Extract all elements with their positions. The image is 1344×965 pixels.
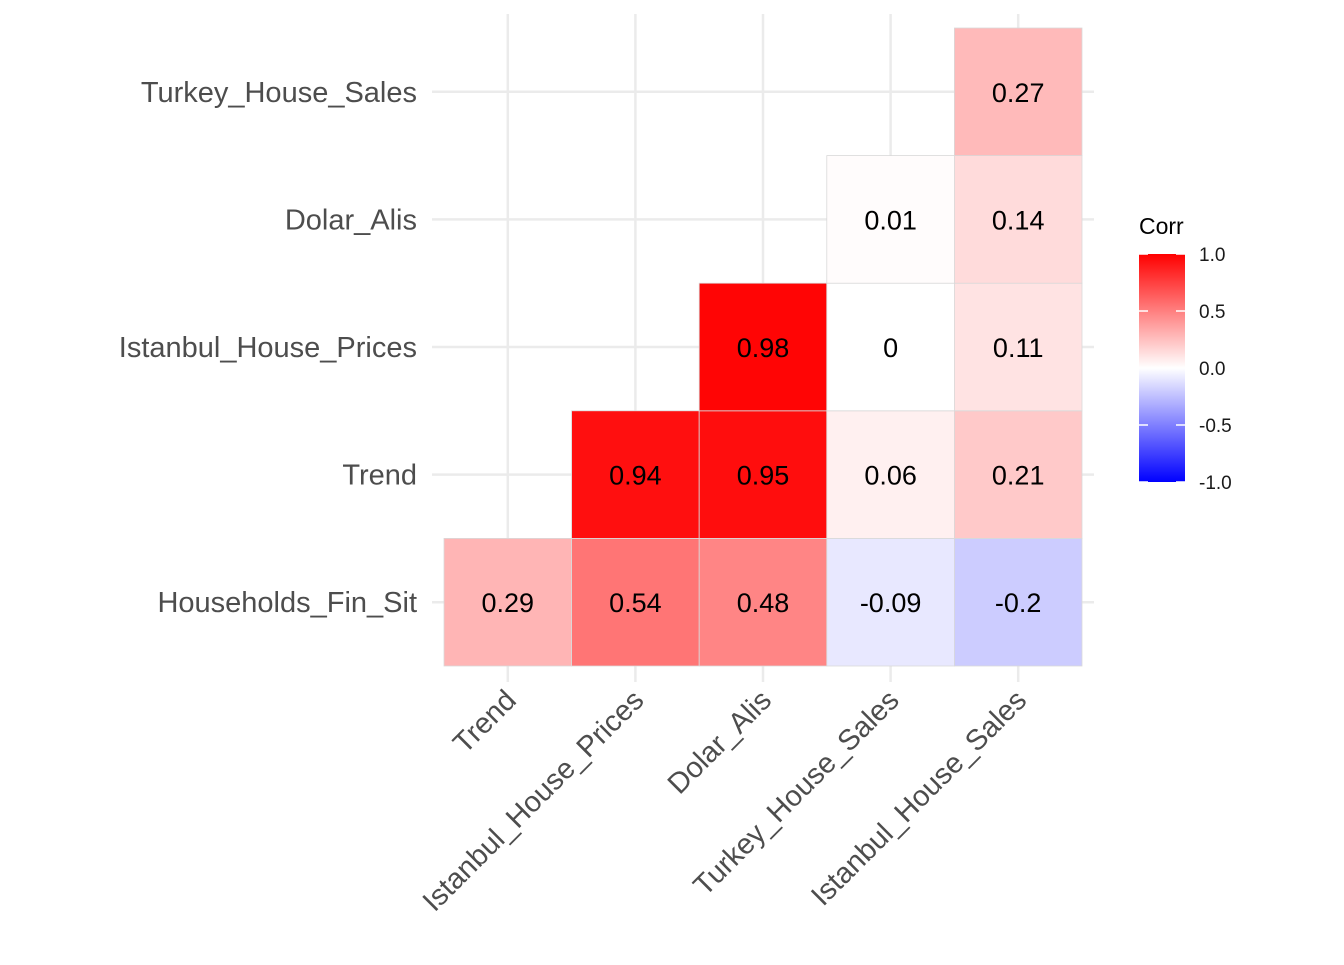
x-tick-label-dolar-alis: Dolar_Alis — [662, 684, 778, 800]
cell-value-label: 0.01 — [864, 205, 917, 235]
cell-value-label: 0 — [883, 333, 898, 363]
legend-tick-label: -1.0 — [1199, 473, 1232, 494]
y-tick-label-dolar-alis: Dolar_Alis — [285, 204, 417, 236]
cell-value-label: 0.54 — [609, 588, 662, 618]
heatmap-cell — [826, 155, 955, 284]
x-tick-label-turkey-house-sales: Turkey_House_Sales — [688, 684, 906, 902]
color-legend: Corr 1.0 0.5 0.0 -0.5 -1.0 — [1139, 213, 1232, 494]
legend-title: Corr — [1139, 213, 1184, 239]
heatmap-cell — [698, 410, 828, 539]
heatmap-cell — [571, 538, 700, 667]
x-tick-label-trend: Trend — [447, 684, 522, 759]
heatmap-cell — [826, 410, 955, 539]
y-tick-label-turkey-house-sales: Turkey_House_Sales — [141, 77, 417, 109]
heatmap-cell — [954, 538, 1083, 667]
legend-tick-label: -0.5 — [1199, 416, 1232, 437]
cell-value-label: 0.21 — [992, 461, 1045, 491]
x-tick-label-istanbul-house-sales: Istanbul_House_Sales — [805, 684, 1033, 912]
cell-value-label: 0.11 — [993, 333, 1044, 363]
heatmap-cell — [443, 538, 572, 667]
cell-value-label: -0.2 — [995, 588, 1042, 618]
cell-value-label: 0.48 — [737, 588, 790, 618]
heatmap-cell — [826, 282, 955, 412]
y-tick-label-trend: Trend — [342, 460, 417, 492]
heatmap-cell — [571, 410, 700, 539]
y-axis: Households_Fin_Sit Trend Istanbul_House_Pr… — [119, 77, 417, 619]
cell-value-label: 0.94 — [609, 461, 662, 491]
heatmap-cell — [954, 282, 1083, 412]
heatmap-cell — [954, 410, 1083, 539]
cell-value-label: 0.98 — [737, 333, 790, 363]
heatmap-cell — [826, 538, 955, 667]
y-tick-label-istanbul-house-prices: Istanbul_House_Prices — [119, 332, 417, 364]
legend-tick-label: 1.0 — [1199, 245, 1225, 266]
cell-value-label: 0.06 — [864, 461, 917, 491]
cell-value-label: -0.09 — [860, 588, 922, 618]
cell-labels: 0.29 0.54 0.48 -0.09 -0.2 0.94 0.95 0.06 0.21 0.9… — [482, 78, 1045, 618]
cell-value-label: 0.14 — [992, 205, 1045, 235]
y-tick-label-households-fin-sit: Households_Fin_Sit — [157, 587, 417, 619]
x-tick-label-istanbul-house-prices: Istanbul_House_Prices — [417, 684, 651, 918]
cell-value-label: 0.27 — [992, 78, 1045, 108]
heatmap-cell — [698, 538, 828, 667]
heatmap-cells — [443, 27, 1083, 667]
heatmap-cell — [954, 27, 1083, 156]
cell-value-label: 0.95 — [737, 461, 790, 491]
cell-value-label: 0.29 — [482, 588, 535, 618]
heatmap-cell — [698, 282, 828, 412]
legend-tick-label: 0.0 — [1199, 359, 1225, 380]
legend-tick-label: 0.5 — [1199, 302, 1225, 323]
